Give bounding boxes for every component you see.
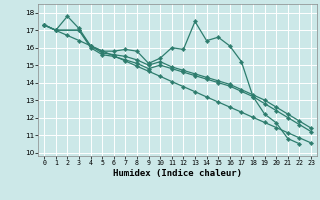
X-axis label: Humidex (Indice chaleur): Humidex (Indice chaleur) (113, 169, 242, 178)
